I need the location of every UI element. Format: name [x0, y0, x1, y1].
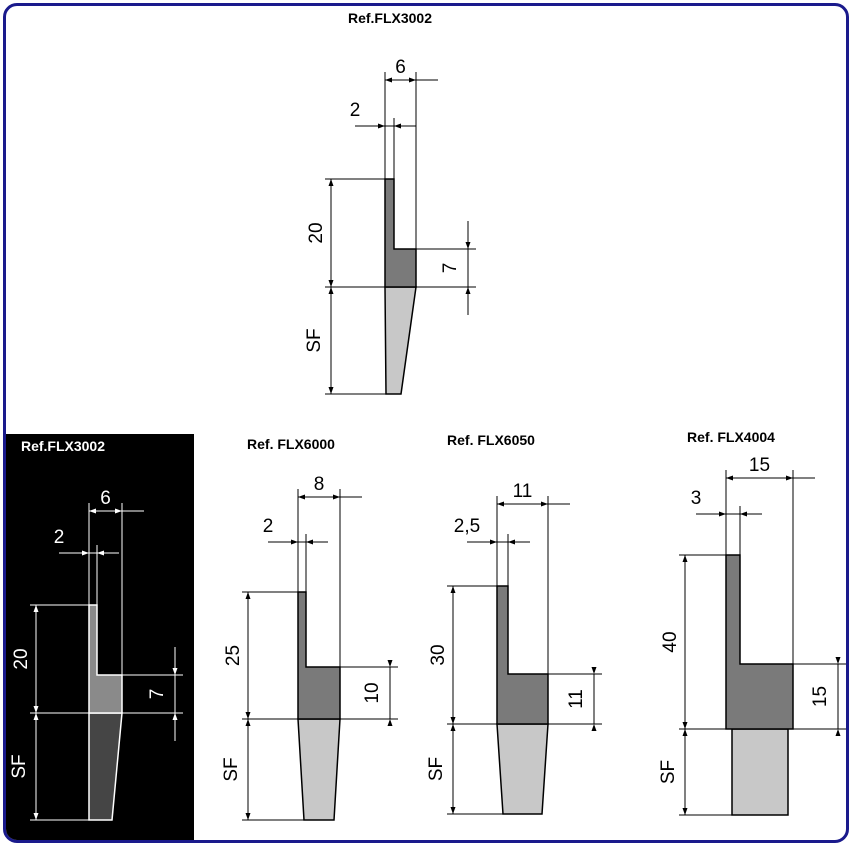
- arrow-head: [89, 508, 96, 514]
- arrow-head: [333, 494, 340, 500]
- arrow-head: [719, 511, 726, 517]
- arrow-head: [497, 501, 504, 507]
- height-total-label: 30: [428, 644, 449, 665]
- brush-filament: [297, 718, 341, 821]
- arrow-head: [306, 539, 313, 545]
- width-total-label: 6: [395, 57, 406, 78]
- holder-profile: [88, 604, 123, 714]
- height-foot-label: 15: [810, 686, 831, 707]
- profile-diagram-top: Ref.FLX3002 6 2 20 SF 7: [304, 10, 476, 395]
- diagram-title: Ref. FLX6050: [447, 432, 535, 448]
- arrow-head: [465, 242, 471, 249]
- arrow-head: [328, 287, 334, 294]
- arrow-head: [541, 501, 548, 507]
- arrow-head: [450, 724, 456, 731]
- width-total-label: 6: [100, 488, 111, 509]
- arrow-head: [682, 729, 688, 736]
- width-total-label: 15: [749, 455, 770, 476]
- brush-filament: [731, 728, 789, 816]
- brush-filament: [384, 286, 417, 395]
- width-base-label: 2: [350, 100, 361, 121]
- arrow-head: [387, 719, 393, 726]
- arrow-head: [682, 555, 688, 562]
- arrow-head: [172, 668, 178, 675]
- diagram-title: Ref. FLX4004: [687, 429, 775, 445]
- brush-filament: [88, 712, 123, 821]
- diagram-frame: [3, 3, 849, 843]
- arrow-head: [33, 605, 39, 612]
- arrow-head: [682, 722, 688, 729]
- holder-profile: [496, 585, 549, 725]
- arrow-head: [172, 713, 178, 720]
- arrow-head: [450, 717, 456, 724]
- holder-profile: [297, 591, 341, 720]
- width-base-label: 2: [54, 527, 65, 548]
- height-total-label: 25: [223, 645, 244, 666]
- height-total-label: 20: [11, 648, 32, 669]
- diagram-title: Ref.FLX3002: [21, 438, 105, 454]
- profile-diagram-flx6000: Ref. FLX6000 8 2 25 SF 10: [221, 436, 398, 821]
- arrow-head: [740, 511, 747, 517]
- holder-profile: [725, 554, 794, 730]
- arrow-head: [591, 724, 597, 731]
- width-base-label: 2,5: [454, 516, 480, 537]
- arrow-head: [394, 123, 401, 129]
- brush-length-label: SF: [9, 754, 30, 778]
- height-foot-label: 10: [362, 682, 383, 703]
- arrow-head: [33, 813, 39, 820]
- arrow-head: [508, 539, 515, 545]
- profile-diagram-flx6050: Ref. FLX6050 11 2,5 30 SF 11: [426, 432, 602, 815]
- profile-diagram-flx4004: Ref. FLX4004 15 3 40 SF 15: [658, 429, 846, 816]
- brush-length-label: SF: [658, 760, 679, 784]
- arrow-head: [490, 539, 497, 545]
- height-foot-label: 11: [566, 689, 587, 709]
- arrow-head: [291, 539, 298, 545]
- brush-length-label: SF: [221, 757, 242, 781]
- brush-length-label: SF: [426, 757, 447, 781]
- width-base-label: 2: [263, 516, 274, 537]
- height-total-label: 20: [306, 222, 327, 243]
- arrow-head: [682, 808, 688, 815]
- arrow-head: [298, 494, 305, 500]
- arrow-head: [726, 475, 733, 481]
- arrow-head: [450, 807, 456, 814]
- arrow-head: [82, 550, 89, 556]
- height-total-label: 40: [660, 631, 681, 652]
- arrow-head: [33, 706, 39, 713]
- brush-length-label: SF: [304, 328, 325, 352]
- arrow-head: [378, 123, 385, 129]
- arrow-head: [33, 713, 39, 720]
- arrow-head: [328, 280, 334, 287]
- arrow-head: [328, 179, 334, 186]
- arrow-head: [450, 586, 456, 593]
- width-base-label: 3: [691, 488, 702, 509]
- arrow-head: [97, 550, 104, 556]
- arrow-head: [835, 657, 841, 664]
- holder-profile: [384, 178, 417, 288]
- height-foot-label: 7: [440, 263, 461, 274]
- width-total-label: 11: [513, 481, 533, 502]
- arrow-head: [245, 719, 251, 726]
- arrow-head: [245, 712, 251, 719]
- arrow-head: [835, 729, 841, 736]
- diagram-title: Ref.FLX3002: [348, 10, 432, 26]
- arrow-head: [385, 77, 392, 83]
- diagram-title: Ref. FLX6000: [247, 436, 335, 452]
- arrow-head: [245, 592, 251, 599]
- arrow-head: [245, 813, 251, 820]
- arrow-head: [115, 508, 122, 514]
- brush-filament: [496, 723, 549, 815]
- arrow-head: [465, 287, 471, 294]
- arrow-head: [387, 660, 393, 667]
- arrow-head: [786, 475, 793, 481]
- width-total-label: 8: [314, 474, 325, 495]
- arrow-head: [328, 387, 334, 394]
- arrow-head: [409, 77, 416, 83]
- arrow-head: [591, 667, 597, 674]
- height-foot-label: 7: [147, 689, 168, 700]
- profile-diagram-dark: Ref.FLX3002 6 2 20 SF 7: [9, 438, 183, 821]
